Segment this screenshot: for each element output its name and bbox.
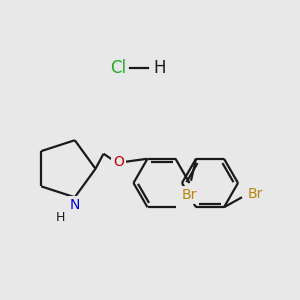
- Text: H: H: [56, 211, 65, 224]
- Text: H: H: [154, 59, 166, 77]
- Text: N: N: [70, 198, 80, 212]
- Text: Cl: Cl: [110, 59, 126, 77]
- Text: O: O: [113, 155, 124, 169]
- Text: Br: Br: [181, 188, 197, 202]
- Text: Br: Br: [247, 187, 263, 201]
